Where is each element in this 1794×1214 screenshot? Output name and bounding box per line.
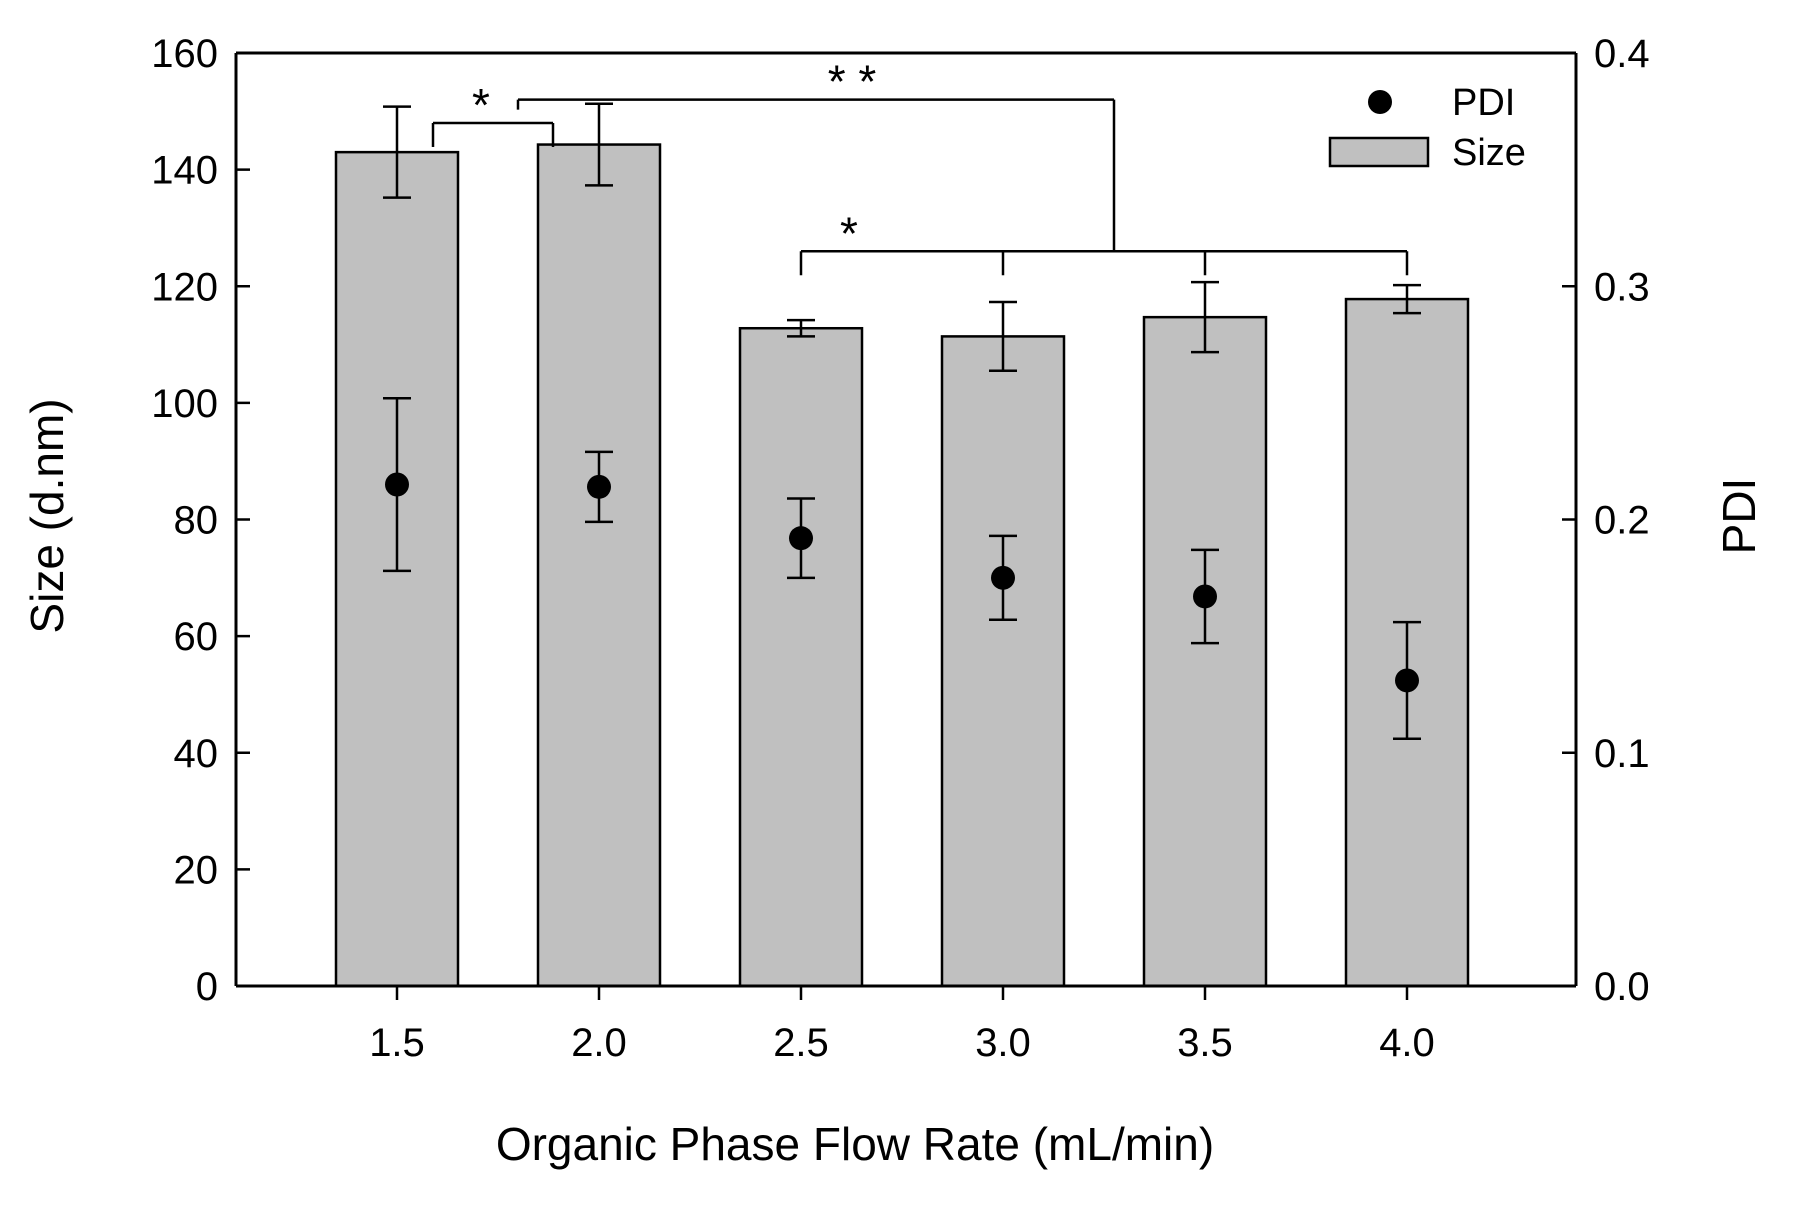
size-bar-3.0 <box>940 335 1066 988</box>
sig-label: * * <box>828 56 877 108</box>
size-bars <box>334 102 1470 988</box>
pdi-point-3.0 <box>991 565 1015 590</box>
y-tick-label-80: 80 <box>174 499 219 543</box>
y2-axis-title: PDI <box>1713 478 1765 555</box>
y2-tick-label-0.2: 0.2 <box>1594 499 1650 543</box>
y-tick-label-120: 120 <box>151 265 218 309</box>
significance-bracket-3: * <box>799 207 1409 276</box>
pdi-point-2.0 <box>587 474 611 499</box>
x-tick-label-2.0: 2.0 <box>571 1021 627 1065</box>
x-tick-label-1.5: 1.5 <box>369 1021 425 1065</box>
pdi-point-1.5 <box>385 472 409 497</box>
x-tick-label-2.5: 2.5 <box>773 1021 829 1065</box>
pdi-point-4.0 <box>1395 668 1419 693</box>
x-tick-label-3.0: 3.0 <box>975 1021 1031 1065</box>
legend-label: PDI <box>1452 82 1515 124</box>
x-tick-label-3.5: 3.5 <box>1177 1021 1233 1065</box>
sig-label: * <box>472 79 490 131</box>
y-tick-label-0: 0 <box>196 965 218 1009</box>
y2-tick-label-0.3: 0.3 <box>1594 265 1650 309</box>
y2-tick-label-0.1: 0.1 <box>1594 732 1650 776</box>
y-tick-label-100: 100 <box>151 382 218 426</box>
x-axis-title: Organic Phase Flow Rate (mL/min) <box>496 1118 1214 1170</box>
y2-tick-label-0.0: 0.0 <box>1594 965 1650 1009</box>
y-tick-label-60: 60 <box>174 615 219 659</box>
legend-label: Size <box>1452 132 1526 174</box>
significance-brackets: * * * * <box>431 56 1409 276</box>
y-tick-label-20: 20 <box>174 848 219 892</box>
axes: 0 20 40 60 80 100 120 140 160 0.0 0.1 0.2 0.3 0.4 1.5 2… <box>151 32 1649 1065</box>
significance-bracket-1: * <box>431 79 555 147</box>
legend-size-swatch <box>1328 136 1430 168</box>
pdi-point-2.5 <box>789 526 813 551</box>
y-tick-label-140: 140 <box>151 149 218 193</box>
significance-bracket-2: * * <box>516 56 1116 252</box>
size-bar-3.5 <box>1142 315 1268 988</box>
y2-tick-label-0.4: 0.4 <box>1594 32 1650 76</box>
pdi-point-3.5 <box>1193 584 1217 609</box>
legend: PDI Size <box>1328 82 1526 174</box>
legend-item-size: Size <box>1328 132 1526 174</box>
y-tick-label-40: 40 <box>174 732 219 776</box>
pdi-points <box>383 396 1421 741</box>
y-axis-title: Size (d.nm) <box>21 398 73 633</box>
legend-pdi-marker <box>1368 90 1392 114</box>
size-bar-2.0 <box>536 143 662 988</box>
x-tick-label-4.0: 4.0 <box>1379 1021 1435 1065</box>
legend-item-pdi: PDI <box>1368 82 1515 124</box>
size-bar-2.5 <box>738 326 864 988</box>
sig-label: * <box>840 207 858 259</box>
y-tick-label-160: 160 <box>151 32 218 76</box>
